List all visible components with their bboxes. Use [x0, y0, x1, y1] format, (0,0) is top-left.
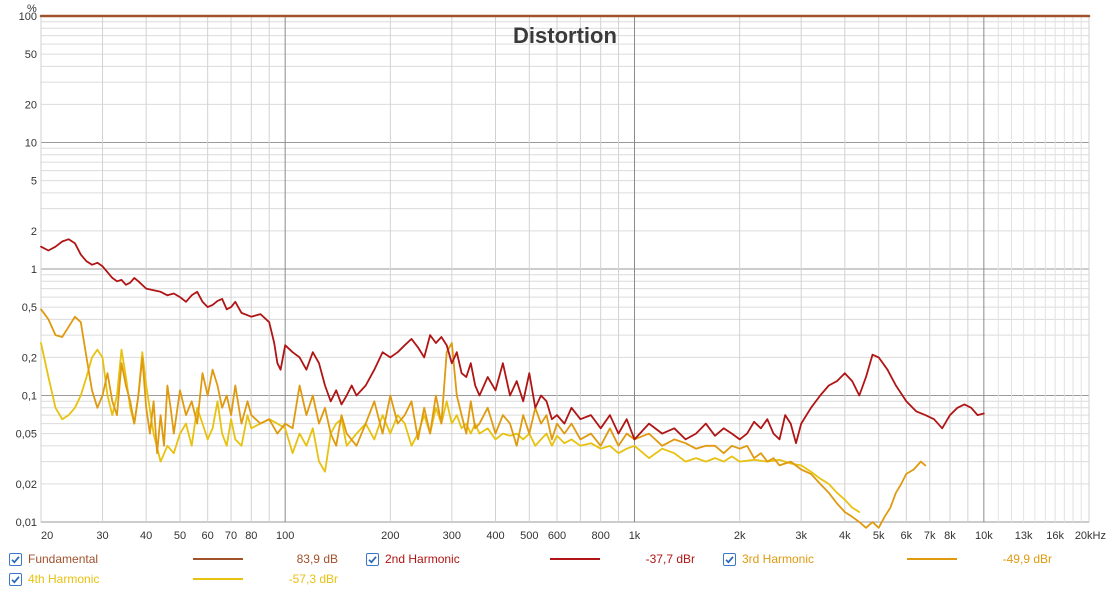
x-tick-label: 5k — [873, 530, 885, 542]
legend-checkbox[interactable] — [9, 553, 22, 566]
x-tick-label: 20 — [41, 530, 53, 542]
legend-value: -57,3 dBr — [288, 572, 338, 586]
x-tick-label: 6k — [901, 530, 913, 542]
x-tick-label: 800 — [591, 530, 609, 542]
x-tick-label: 7k — [924, 530, 936, 542]
x-tick-label: 600 — [548, 530, 566, 542]
x-tick-label: 500 — [520, 530, 538, 542]
legend-item-2nd-harmonic[interactable]: 2nd Harmonic -37,7 dBr — [366, 552, 696, 570]
y-tick-label: 10 — [25, 138, 37, 150]
x-tick-label: 70 — [225, 530, 237, 542]
legend-label: 4th Harmonic — [28, 572, 100, 586]
x-tick-label: 300 — [443, 530, 461, 542]
x-tick-label: 100 — [276, 530, 294, 542]
legend-value: 83,9 dB — [296, 552, 338, 566]
x-tick-label: 2k — [734, 530, 746, 542]
x-tick-label: 4k — [839, 530, 851, 542]
chart-title: Distortion — [513, 23, 617, 48]
legend-item-4th-harmonic[interactable]: 4th Harmonic -57,3 dBr — [9, 572, 339, 590]
legend-label: Fundamental — [28, 552, 99, 566]
y-axis-ticks: 100 50 20 10 5 2 1 0,5 0,2 0,1 0,05 0,02 0,01 — [16, 11, 37, 529]
y-tick-label: 1 — [31, 264, 37, 276]
x-tick-label: 30 — [96, 530, 108, 542]
checkmark-icon — [11, 576, 20, 584]
legend-swatch — [550, 558, 600, 560]
series-line-4th-harmonic — [40, 342, 861, 513]
x-tick-label: 1k — [629, 530, 641, 542]
legend-label: 2nd Harmonic — [385, 552, 460, 566]
y-tick-label: 0,02 — [16, 479, 37, 491]
checkmark-icon — [725, 556, 734, 564]
y-tick-label: 0,01 — [16, 517, 37, 529]
series-lines — [39, 14, 1091, 529]
x-tick-label: 13k — [1015, 530, 1033, 542]
checkmark-icon — [368, 556, 377, 564]
y-tick-label: 20 — [25, 99, 37, 111]
y-axis-label: % — [27, 3, 37, 15]
y-tick-label: 100 — [19, 11, 37, 23]
x-tick-label: 50 — [174, 530, 186, 542]
x-tick-label: 40 — [140, 530, 152, 542]
x-tick-label: 8k — [944, 530, 956, 542]
distortion-chart: 100 50 20 10 5 2 1 0,5 0,2 0,1 0,05 0,02 0,01 20 30 40… — [16, 3, 1106, 542]
x-tick-label: 60 — [202, 530, 214, 542]
y-tick-label: 0,05 — [16, 429, 37, 441]
legend: Fundamental 83,9 dB 2nd Harmonic -37,7 dBr 3… — [0, 548, 1110, 594]
y-tick-label: 50 — [25, 49, 37, 61]
legend-label: 3rd Harmonic — [742, 552, 815, 566]
y-tick-label: 0,5 — [22, 302, 37, 314]
series-line-2nd-harmonic — [40, 238, 985, 445]
checkmark-icon — [11, 556, 20, 564]
legend-swatch — [193, 558, 243, 560]
legend-value: -49,9 dBr — [1002, 552, 1052, 566]
legend-checkbox[interactable] — [723, 553, 736, 566]
y-tick-label: 2 — [31, 226, 37, 238]
x-tick-label: 80 — [245, 530, 257, 542]
x-tick-label: 10k — [975, 530, 993, 542]
legend-swatch — [193, 578, 243, 580]
y-tick-label: 5 — [31, 176, 37, 188]
x-tick-label: 3k — [795, 530, 807, 542]
legend-item-fundamental[interactable]: Fundamental 83,9 dB — [9, 552, 339, 570]
x-tick-label: 16k — [1046, 530, 1064, 542]
legend-item-3rd-harmonic[interactable]: 3rd Harmonic -49,9 dBr — [723, 552, 1053, 570]
x-axis-ticks: 20 30 40 50 60 70 80 100 200 300 400 500 600 800 1k 2k 3… — [41, 530, 1106, 542]
legend-value: -37,7 dBr — [645, 552, 695, 566]
legend-checkbox[interactable] — [366, 553, 379, 566]
series-line-3rd-harmonic — [40, 308, 927, 529]
x-tick-label: 20kHz — [1075, 530, 1106, 542]
legend-checkbox[interactable] — [9, 573, 22, 586]
x-tick-label: 400 — [486, 530, 504, 542]
grid — [40, 15, 1090, 523]
y-tick-label: 0,1 — [22, 391, 37, 403]
y-tick-label: 0,2 — [22, 352, 37, 364]
x-tick-label: 200 — [381, 530, 399, 542]
legend-swatch — [907, 558, 957, 560]
